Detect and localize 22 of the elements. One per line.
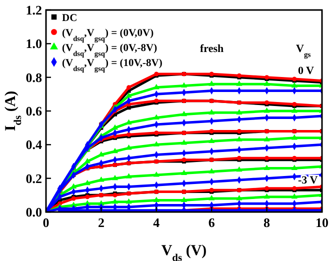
legend-label: DC <box>62 13 78 24</box>
x-tick-label: 2 <box>98 215 104 230</box>
y-tick-label: 0.2 <box>26 170 42 186</box>
annotation: fresh <box>200 43 224 55</box>
y-tick-label: 0.4 <box>26 137 42 152</box>
y-tick-label: 1.0 <box>26 36 42 52</box>
x-tick-label: 8 <box>264 215 271 230</box>
y-tick-label: 0.8 <box>26 70 42 85</box>
annotation: 0 V <box>298 65 314 77</box>
y-tick-label: 0.0 <box>26 204 42 220</box>
legend-label: (V$_{dsq}$,V$_{gsq}$) = (0V,0V) <box>62 28 154 42</box>
y-tick-label: 0.6 <box>26 104 42 118</box>
x-tick-label: 4 <box>153 215 160 230</box>
x-axis-title: V$_{ds}$ (V) <box>161 243 207 261</box>
x-tick-label: 6 <box>208 215 216 230</box>
x-tick-label: 10 <box>316 215 328 230</box>
legend-label: (V$_{dsq}$,V$_{gsq}$) = (10V,-8V) <box>62 58 163 72</box>
x-tick-label: 0 <box>42 215 50 230</box>
legend-label: (V$_{dsq}$,V$_{gsq}$) = (0V,-8V) <box>62 43 158 58</box>
y-tick-label: 1.2 <box>26 2 42 18</box>
annotation: V$_{gs}$ <box>296 43 311 58</box>
annotation: -3 V <box>298 174 318 186</box>
